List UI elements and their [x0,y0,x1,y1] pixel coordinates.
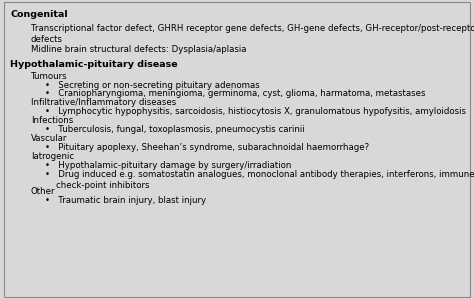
Text: •   Tuberculosis, fungal, toxoplasmosis, pneumocystis carinii: • Tuberculosis, fungal, toxoplasmosis, p… [45,125,305,134]
Text: •   Hypothalamic-pituitary damage by surgery/irradiation: • Hypothalamic-pituitary damage by surge… [45,161,292,170]
Text: •   Craniopharyngioma, meningioma, germinoma, cyst, glioma, harmatoma, metastase: • Craniopharyngioma, meningioma, germino… [45,89,426,98]
Text: Infiltrative/Inflammatory diseases: Infiltrative/Inflammatory diseases [31,98,176,107]
Text: Transcriptional factor defect, GHRH receptor gene defects, GH-gene defects, GH-r: Transcriptional factor defect, GHRH rece… [31,24,474,44]
Text: •   Drug induced e.g. somatostatin analogues, monoclonal antibody therapies, int: • Drug induced e.g. somatostatin analogu… [45,170,474,190]
Text: Midline brain structural defects: Dysplasia/aplasia: Midline brain structural defects: Dyspla… [31,45,246,54]
Text: •   Lymphocytic hypophysitis, sarcoidosis, histiocytosis X, granulomatous hypofy: • Lymphocytic hypophysitis, sarcoidosis,… [45,107,466,116]
Text: Vascular: Vascular [31,134,67,143]
Text: Other: Other [31,187,55,196]
Text: •   Traumatic brain injury, blast injury: • Traumatic brain injury, blast injury [45,196,206,205]
Text: Infections: Infections [31,116,73,125]
Text: •   Pituitary apoplexy, Sheehan’s syndrome, subarachnoidal haemorrhage?: • Pituitary apoplexy, Sheehan’s syndrome… [45,143,369,152]
Text: •   Secreting or non-secreting pituitary adenomas: • Secreting or non-secreting pituitary a… [45,81,260,90]
Text: Hypothalamic-pituitary disease: Hypothalamic-pituitary disease [10,60,178,69]
Text: Congenital: Congenital [10,10,68,19]
Text: Tumours: Tumours [31,72,67,81]
FancyBboxPatch shape [4,2,470,297]
Text: Iatrogenic: Iatrogenic [31,152,74,161]
